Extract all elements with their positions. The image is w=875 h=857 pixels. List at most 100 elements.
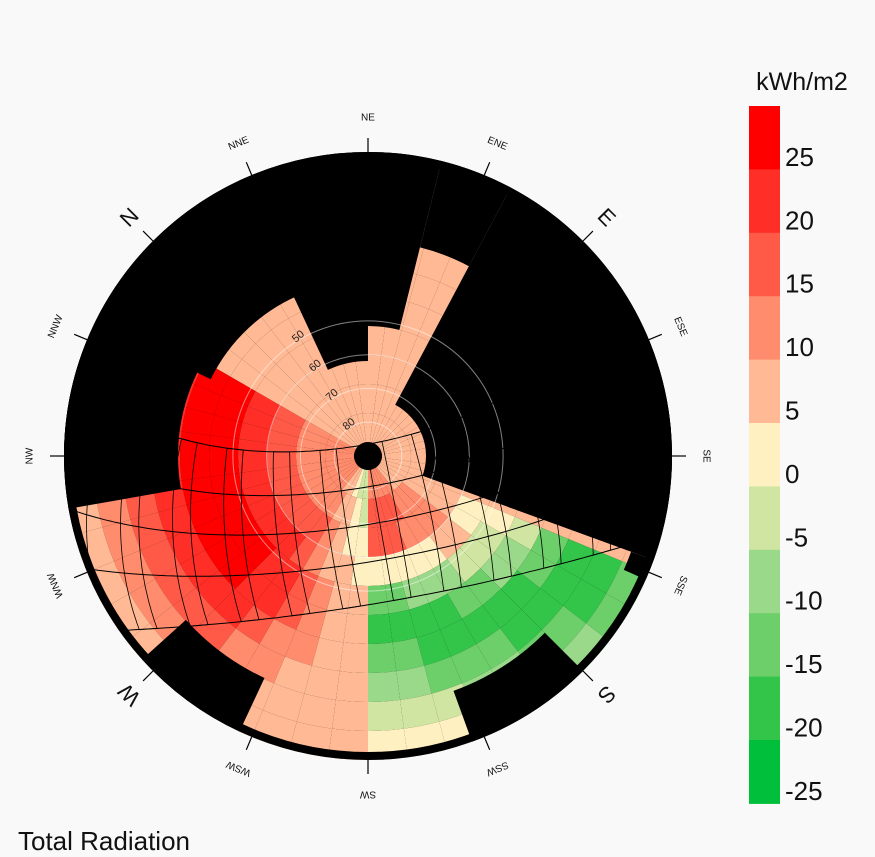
radiation-cell [235,568,272,606]
radiation-cell [205,535,242,571]
radiation-cell [242,406,275,430]
radiation-cell [167,527,206,565]
compass-tick [582,230,594,242]
sun-path-hour-loop [120,421,158,630]
radiation-cell [395,518,419,550]
legend-title: kWh/m2 [756,68,848,96]
radiation-cell [180,431,211,456]
radiation-cell [259,618,297,657]
compass-label: N [115,203,144,232]
radiation-cell [381,457,411,468]
radiation-cell [239,469,271,490]
radiation-cell [332,699,368,731]
compass-tick [483,161,491,176]
radiation-cell [303,335,330,369]
radiation-cell [195,570,236,610]
sun-path-hour-loop [223,447,260,623]
radiation-cell [380,459,410,473]
radiation-cell [264,364,297,395]
radiation-cell [285,629,320,666]
radiation-cell [129,579,173,624]
compass-tick [73,571,88,579]
radiation-cell [368,671,401,702]
radiation-cell [209,456,240,477]
radiation-cell [358,498,368,529]
horizon-rim [64,152,672,760]
radiation-cell [563,579,607,624]
radiation-cell [301,472,331,492]
radiation-cell [271,318,303,353]
radiation-cell [505,516,542,550]
compass-label: SSE [671,574,689,597]
obstruction [368,152,442,330]
radiation-cell [247,494,281,521]
radiation-cell [255,329,289,365]
altitude-ring [266,354,470,558]
radiation-cell [339,642,368,673]
radiation-cell [455,494,489,521]
sun-path-hour-loop [272,451,311,617]
radiation-cell [271,559,303,594]
radiation-cell [221,376,256,407]
legend-swatch [749,232,780,297]
compass-label: SE [700,449,711,463]
obstruction [395,187,673,560]
sun-path-hour-loop [319,448,362,610]
radiation-cell [255,506,288,536]
radiation-cell [235,605,274,644]
radiation-cell [351,414,365,444]
radiation-cell [221,505,256,536]
radiation-cell [368,383,378,414]
radiation-cell [209,435,240,456]
legend-swatch [749,549,780,614]
radiation-cell [369,469,380,499]
radiation-cell [242,482,275,506]
radiation-cell [325,444,355,455]
compass-tick [245,161,253,176]
compass-tick [582,670,594,682]
compass-label: SW [359,788,376,799]
sun-path-hour-loop [497,391,562,569]
radiation-cell [562,623,610,671]
radiation-cell [330,463,357,483]
radiation-cell [288,536,318,569]
radiation-cell [459,535,495,569]
radiation-cell [296,602,327,638]
compass-tick [142,230,154,242]
legend-tick-label: 25 [785,142,814,172]
radiation-cell [295,456,326,466]
obstructions [63,152,673,760]
legend-swatch [749,486,780,551]
radiation-cell [270,417,302,438]
radiation-cell [358,383,368,414]
radiation-cell [425,492,456,518]
radiation-cell [332,493,352,523]
radiation-cell [343,613,368,645]
legend-tick-label: -10 [785,586,823,616]
radiation-cell [241,343,277,377]
compass-label: WNW [46,571,66,600]
radiation-cell [447,582,483,619]
radiation-cell [335,671,368,702]
radiation-cell [346,468,363,496]
radiation-cell [180,550,219,589]
legend-tick-label: -5 [785,522,808,552]
radiation-cell [341,418,361,445]
legend-swatch [749,169,780,234]
radiation-cell [384,493,404,523]
radiation-cell [288,343,318,376]
radiation-cell [439,618,477,657]
radiation-cell [311,637,344,672]
compass-label: NW [25,447,36,464]
radiation-cell [386,522,407,554]
altitude-ring [299,387,437,525]
radiation-cell [354,527,368,557]
radiation-cell [296,693,336,729]
radiation-cell [377,464,403,487]
radiation-cell [239,422,271,443]
radiation-cell [158,504,195,539]
radiation-cell [404,513,430,544]
sun-path-hour-loop [602,292,672,431]
radiation-cell [428,593,462,630]
